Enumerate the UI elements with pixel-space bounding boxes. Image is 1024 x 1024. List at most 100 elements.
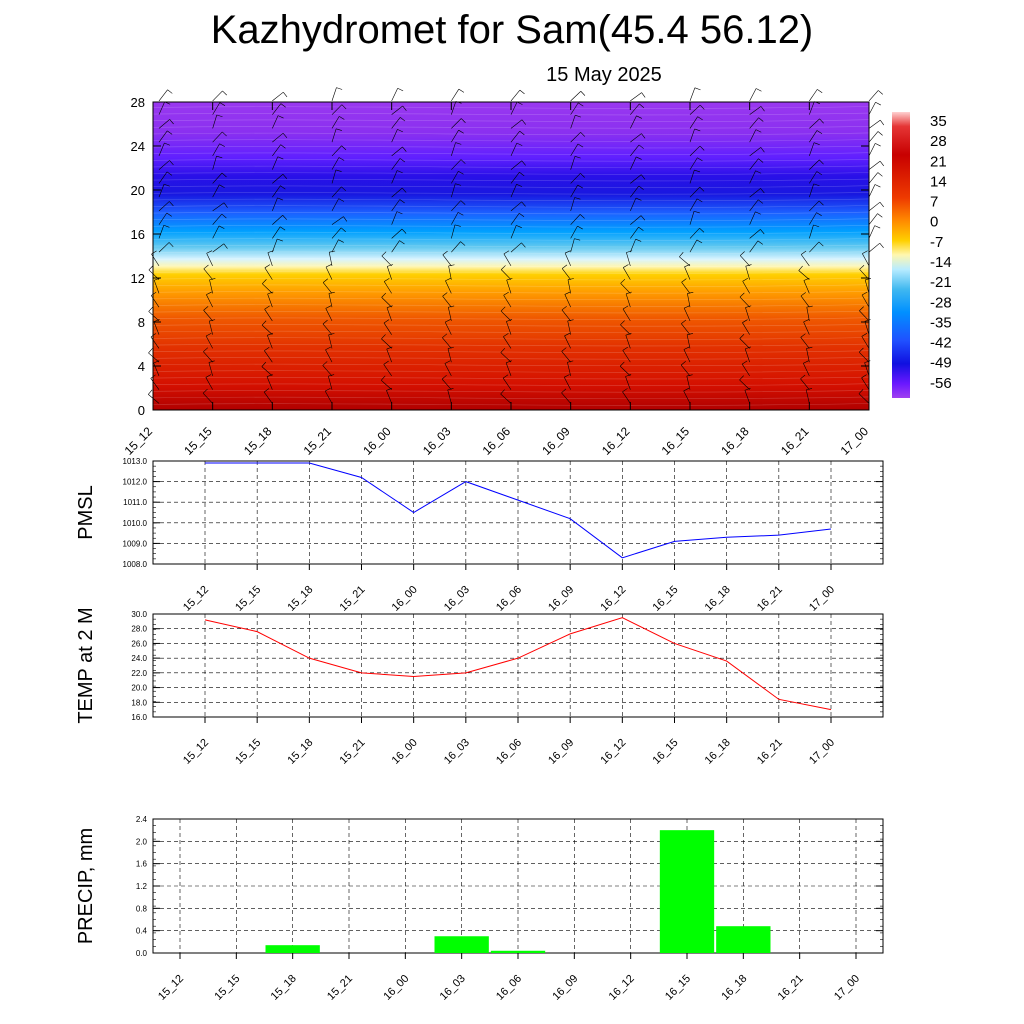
wind-barb-flag <box>625 374 632 377</box>
wind-barb-flag <box>800 333 806 338</box>
colorbar <box>892 112 910 398</box>
wind-barb-flag <box>219 184 225 188</box>
wind-barb <box>205 335 213 349</box>
pmsl-x-tick-label: 16_12 <box>598 584 628 614</box>
contour-line <box>152 337 870 340</box>
wind-barb <box>744 348 750 363</box>
wind-barb-flag <box>636 115 642 119</box>
wind-barb <box>809 142 815 157</box>
wind-barb-flag <box>626 250 633 253</box>
wind-barb-flag <box>387 264 394 267</box>
wind-barb <box>868 143 876 157</box>
wind-barb <box>683 308 691 322</box>
wind-barb <box>689 227 700 239</box>
wind-barb-flag <box>739 375 744 381</box>
wind-barb-flag <box>521 242 526 248</box>
wind-barb <box>505 362 512 377</box>
pmsl-y-tick-label: 1013.0 <box>123 457 148 466</box>
wind-barb <box>331 216 344 225</box>
wind-barb <box>266 376 273 390</box>
wind-barb-flag <box>169 201 174 207</box>
wind-barb-flag <box>458 129 464 134</box>
wind-barb-flag <box>699 227 705 233</box>
wind-barb <box>158 225 165 239</box>
wind-barb <box>803 363 810 377</box>
wind-barb <box>500 352 512 363</box>
wind-barb <box>689 198 698 212</box>
wind-barb <box>500 393 512 404</box>
wind-barb <box>862 253 870 267</box>
wind-barb-flag <box>745 346 751 350</box>
temp-x-tick-label: 16_06 <box>494 737 524 767</box>
temp-y-tick-label: 26.0 <box>131 639 147 648</box>
wind-barb <box>858 393 870 404</box>
wind-barb <box>212 90 223 102</box>
wind-barb <box>570 173 581 184</box>
temp-y-tick-label: 24.0 <box>131 654 147 663</box>
wind-barb-flag <box>167 130 173 135</box>
wind-barb <box>861 377 870 390</box>
wind-barb-flag <box>574 156 581 159</box>
wind-barb <box>689 145 701 157</box>
contour-line <box>152 112 870 116</box>
wind-barb-flag <box>460 200 466 205</box>
wind-barb-flag <box>325 346 331 351</box>
contour-line <box>152 132 870 136</box>
wind-barb <box>561 392 571 404</box>
wind-barb <box>868 213 878 225</box>
wind-barb-flag <box>343 216 348 222</box>
wind-barb <box>202 392 213 404</box>
wind-barb-flag <box>803 319 810 323</box>
wind-barb <box>686 375 691 390</box>
wind-barb-flag <box>758 199 764 204</box>
wind-barb-flag <box>340 227 346 232</box>
wind-barb <box>510 242 522 253</box>
temp-x-tick-label: 16_21 <box>755 737 785 767</box>
wind-barb <box>803 280 810 294</box>
wind-barb <box>263 391 273 404</box>
wind-barb-flag <box>683 387 690 392</box>
wind-barb <box>267 335 273 349</box>
wind-barb <box>809 171 818 184</box>
y-tick-label: 12 <box>131 271 145 286</box>
wind-barb <box>630 92 642 102</box>
wind-barb <box>325 349 333 363</box>
wind-barb-flag <box>521 201 526 207</box>
wind-barb <box>500 310 512 322</box>
colorbar-label: -21 <box>930 274 952 291</box>
wind-barb-flag <box>261 320 267 326</box>
wind-barb <box>391 228 403 239</box>
wind-barb-flag <box>699 186 705 192</box>
contour-line <box>152 403 870 406</box>
contour-line <box>152 350 870 353</box>
wind-barb <box>264 309 273 322</box>
wind-barb <box>391 211 398 225</box>
wind-barb <box>272 103 282 115</box>
wind-barb <box>749 199 759 212</box>
wind-barb-flag <box>442 250 448 256</box>
wind-barb <box>689 157 698 170</box>
wind-barb <box>625 293 631 308</box>
wind-barb <box>261 366 273 377</box>
wind-barb <box>212 114 218 129</box>
wind-barb-flag <box>696 239 703 244</box>
temp-x-tick-label: 15_15 <box>233 737 263 767</box>
wind-barb-flag <box>516 225 522 228</box>
wind-barb-flag <box>638 226 644 231</box>
wind-barb <box>391 105 403 115</box>
pmsl-x-tick-label: 16_03 <box>442 584 472 614</box>
wind-barb <box>567 362 571 376</box>
wind-barb <box>383 364 392 377</box>
pmsl-series-line <box>205 462 832 559</box>
wind-barb-flag <box>875 143 881 147</box>
wind-barb <box>868 90 879 102</box>
wind-barb <box>570 156 576 170</box>
wind-barb-flag <box>205 332 212 337</box>
wind-barb-flag <box>323 278 329 283</box>
wind-barb-flag <box>205 374 212 378</box>
wind-barb-flag <box>216 114 223 118</box>
x-tick-label: 16_15 <box>659 424 693 458</box>
wind-barb-flag <box>877 172 883 177</box>
wind-barb <box>683 349 691 363</box>
wind-barb-flag <box>742 278 749 282</box>
